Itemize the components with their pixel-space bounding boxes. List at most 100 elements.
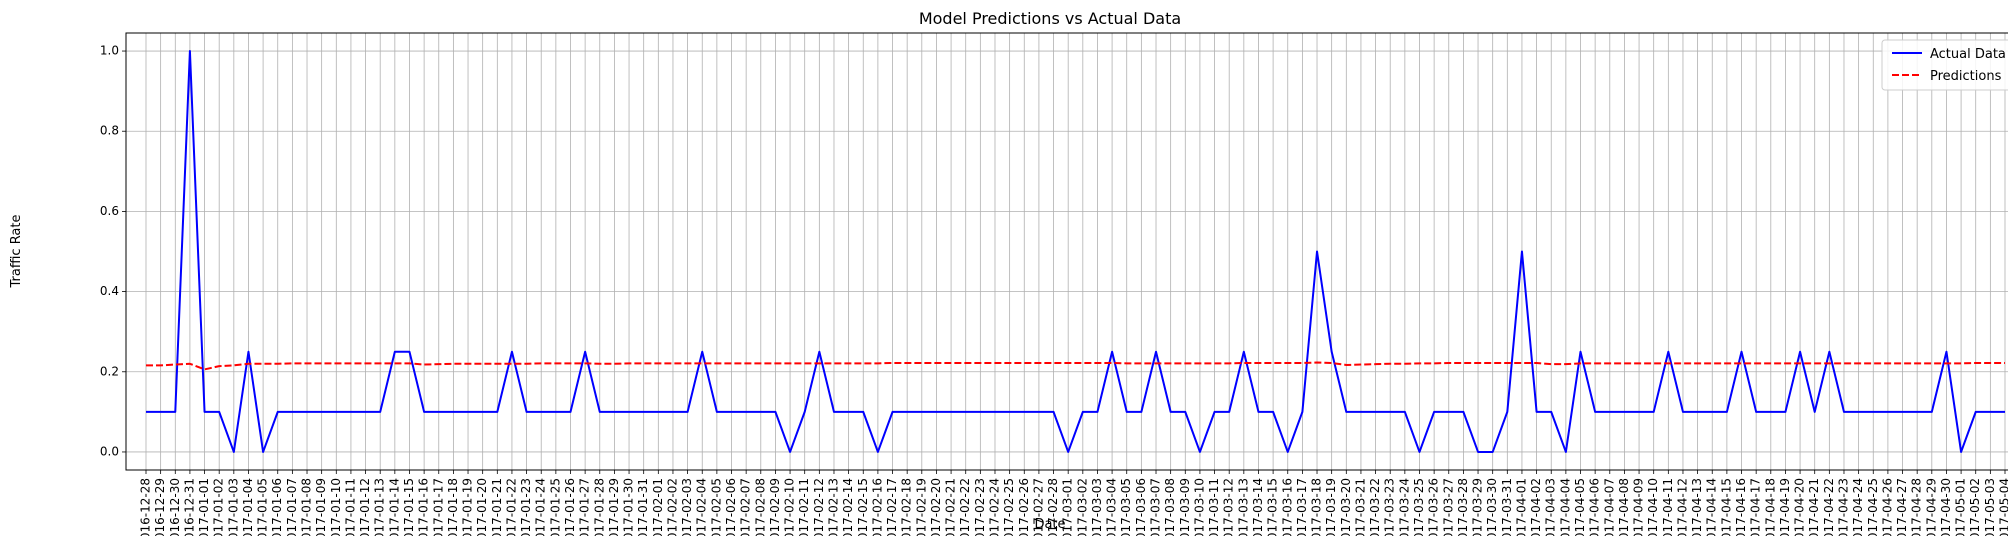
x-tick-label: 2017-02-07: [739, 478, 753, 536]
x-tick-label: 2017-04-26: [1880, 478, 1894, 536]
x-tick-label: 2017-01-01: [197, 478, 211, 536]
x-tick-label: 2017-04-06: [1588, 478, 1602, 536]
x-tick-label: 2017-04-23: [1836, 478, 1850, 536]
x-tick-label: 2017-04-04: [1558, 478, 1572, 536]
x-tick-label: 2017-02-15: [856, 478, 870, 536]
x-tick-label: 2017-01-24: [534, 478, 548, 536]
y-tick-label: 0.6: [100, 204, 119, 218]
x-tick-label: 2017-03-13: [1236, 478, 1250, 536]
x-tick-label: 2017-02-04: [695, 478, 709, 536]
x-tick-label: 2017-03-21: [1353, 478, 1367, 536]
x-tick-label: 2017-04-14: [1705, 478, 1719, 536]
x-tick-label: 2017-01-15: [402, 478, 416, 536]
x-tick-label: 2017-01-23: [519, 478, 533, 536]
x-tick-label: 2017-01-04: [241, 478, 255, 536]
x-tick-label: 2016-12-28: [139, 478, 153, 536]
x-tick-label: 2017-02-01: [651, 478, 665, 536]
x-tick-label: 2017-03-16: [1280, 478, 1294, 536]
y-tick-label: 0.0: [100, 444, 119, 458]
x-tick-label: 2017-03-09: [1178, 478, 1192, 536]
x-tick-label: 2017-03-17: [1295, 478, 1309, 536]
predictions-line: [146, 361, 2005, 371]
x-tick-label: 2017-01-05: [256, 478, 270, 536]
x-tick-label: 2016-12-29: [153, 478, 167, 536]
x-tick-label: 2017-01-26: [563, 478, 577, 536]
x-tick-label: 2017-02-06: [724, 478, 738, 536]
x-tick-label: 2017-02-25: [1002, 478, 1016, 536]
chart-title: Model Predictions vs Actual Data: [919, 9, 1181, 28]
x-tick-label: 2017-03-03: [1090, 478, 1104, 536]
x-tick-label: 2017-02-26: [1017, 478, 1031, 536]
x-tick-label: 2016-12-31: [182, 478, 196, 536]
x-tick-label: 2017-04-29: [1924, 478, 1938, 536]
x-tick-label: 2017-03-06: [1134, 478, 1148, 536]
x-tick-label: 2017-04-19: [1778, 478, 1792, 536]
x-tick-label: 2017-02-11: [797, 478, 811, 536]
x-tick-label: 2017-02-19: [914, 478, 928, 536]
x-tick-label: 2017-04-27: [1895, 478, 1909, 536]
x-tick-label: 2017-01-31: [636, 478, 650, 536]
x-tick-label: 2017-01-09: [314, 478, 328, 536]
x-tick-label: 2017-04-13: [1690, 478, 1704, 536]
x-tick-label: 2017-04-07: [1602, 478, 1616, 536]
x-tick-label: 2017-05-04: [1998, 478, 2008, 536]
x-tick-label: 2017-01-21: [490, 478, 504, 536]
x-tick-label: 2017-02-03: [680, 478, 694, 536]
x-tick-label: 2017-02-09: [768, 478, 782, 536]
x-tick-label: 2017-03-10: [1192, 478, 1206, 536]
x-tick-label: 2017-01-16: [417, 478, 431, 536]
y-tick-label: 0.8: [100, 124, 119, 138]
x-tick-label: 2017-02-23: [973, 478, 987, 536]
x-tick-label: 2017-03-29: [1471, 478, 1485, 536]
x-tick-label: 2017-04-05: [1573, 478, 1587, 536]
x-tick-label: 2017-02-17: [885, 478, 899, 536]
x-tick-label: 2017-03-18: [1310, 478, 1324, 536]
x-tick-label: 2017-04-11: [1661, 478, 1675, 536]
x-tick-label: 2017-01-10: [329, 478, 343, 536]
plot-frame: [125, 32, 2008, 471]
x-tick-label: 2017-04-21: [1807, 478, 1821, 536]
x-tick-label: 2017-02-18: [900, 478, 914, 536]
x-tick-label: 2017-02-22: [958, 478, 972, 536]
x-tick-label: 2017-03-08: [1163, 478, 1177, 536]
x-tick-label: 2017-04-28: [1910, 478, 1924, 536]
legend: Actual Data Predictions: [1881, 39, 2008, 91]
x-tick-label: 2017-04-24: [1851, 478, 1865, 536]
y-tick-label: 1.0: [100, 44, 119, 58]
x-tick-label: 2017-01-11: [343, 478, 357, 536]
x-tick-label: 2017-04-03: [1544, 478, 1558, 536]
x-tick-label: 2017-03-14: [1251, 478, 1265, 536]
x-tick-label: 2017-02-28: [1046, 478, 1060, 536]
x-tick-label: 2017-01-25: [548, 478, 562, 536]
x-tick-label: 2017-05-03: [1983, 478, 1997, 536]
x-tick-label: 2017-01-19: [461, 478, 475, 536]
x-tick-label: 2017-02-27: [1031, 478, 1045, 536]
x-tick-label: 2017-03-07: [1149, 478, 1163, 536]
x-tick-label: 2017-01-07: [285, 478, 299, 536]
x-tick-label: 2017-02-14: [841, 478, 855, 536]
legend-label-predictions: Predictions: [1930, 69, 2002, 84]
x-tick-label: 2017-03-01: [1061, 478, 1075, 536]
x-tick-label: 2017-01-17: [431, 478, 445, 536]
y-axis: 0.0 0.2 0.4 0.6 0.8 1.0: [100, 44, 126, 458]
x-tick-label: 2017-03-12: [1222, 478, 1236, 536]
x-tick-label: 2017-03-02: [1075, 478, 1089, 536]
x-tick-label: 2017-03-30: [1485, 478, 1499, 536]
x-tick-label: 2017-01-28: [592, 478, 606, 536]
x-axis: 2016-12-28 2016-12-29 2016-12-30 2016-12-31…: [139, 470, 2008, 536]
x-tick-label: 2017-01-30: [622, 478, 636, 536]
x-tick-label: 2017-03-20: [1339, 478, 1353, 536]
x-tick-label: 2017-01-03: [226, 478, 240, 536]
x-tick-label: 2017-04-25: [1866, 478, 1880, 536]
x-tick-label: 2017-01-27: [578, 478, 592, 536]
x-axis-label: Date: [1034, 517, 1065, 532]
x-tick-label: 2017-04-22: [1822, 478, 1836, 536]
x-tick-label: 2017-04-18: [1763, 478, 1777, 536]
x-tick-label: 2017-04-08: [1617, 478, 1631, 536]
series-layer: [146, 50, 2005, 453]
x-tick-label: 2016-12-30: [168, 478, 182, 536]
x-tick-label: 2017-02-16: [870, 478, 884, 536]
y-tick-label: 0.2: [100, 364, 119, 378]
x-tick-label: 2017-02-13: [826, 478, 840, 536]
